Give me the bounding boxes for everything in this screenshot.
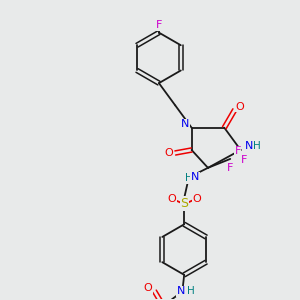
Text: S: S [180, 197, 188, 210]
Text: O: O [192, 194, 201, 204]
Text: F: F [156, 20, 162, 30]
Text: O: O [167, 194, 176, 204]
Text: N: N [245, 141, 253, 152]
Text: O: O [164, 148, 173, 158]
Text: N: N [181, 119, 189, 129]
Text: F: F [227, 163, 233, 173]
Text: O: O [236, 102, 244, 112]
Text: H: H [187, 286, 195, 296]
Text: H: H [253, 141, 261, 152]
Text: N: N [177, 286, 185, 296]
Text: F: F [240, 155, 247, 165]
Text: H: H [185, 173, 193, 183]
Text: N: N [191, 172, 200, 182]
Text: F: F [235, 146, 241, 157]
Text: O: O [143, 283, 152, 293]
